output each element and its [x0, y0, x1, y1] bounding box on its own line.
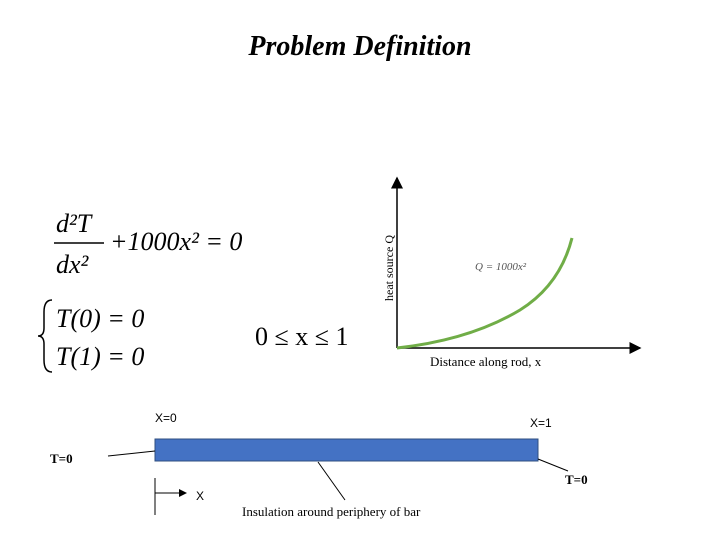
title: Problem Definition	[247, 31, 471, 62]
domain: 0 ≤ x ≤ 1	[255, 322, 349, 351]
equation-numerator: d²T	[56, 209, 93, 238]
leader-line	[317, 461, 346, 501]
curve-label: Q = 1000x²	[475, 261, 527, 273]
y-axis-label: heat source Q	[382, 235, 396, 301]
left-temperature: T=0	[50, 451, 73, 466]
brace	[37, 299, 53, 373]
boundary-condition: T(1) = 0	[56, 342, 144, 371]
right-temperature: T=0	[565, 472, 588, 487]
rod-right-end: X=1	[530, 416, 552, 430]
rod	[154, 438, 539, 462]
equation-denominator: dx²	[56, 250, 90, 279]
heat-curve	[396, 237, 574, 350]
boundary-condition: T(0) = 0	[56, 304, 144, 333]
x-axis-label: Distance along rod, x	[430, 354, 542, 369]
insulation-note: Insulation around periphery of bar	[242, 504, 421, 519]
equation-rest: +1000x² = 0	[110, 227, 242, 256]
leader-line	[537, 458, 569, 472]
rod-left-end: X=0	[155, 411, 177, 425]
x-direction-label: X	[196, 489, 204, 503]
leader-line	[107, 450, 156, 457]
